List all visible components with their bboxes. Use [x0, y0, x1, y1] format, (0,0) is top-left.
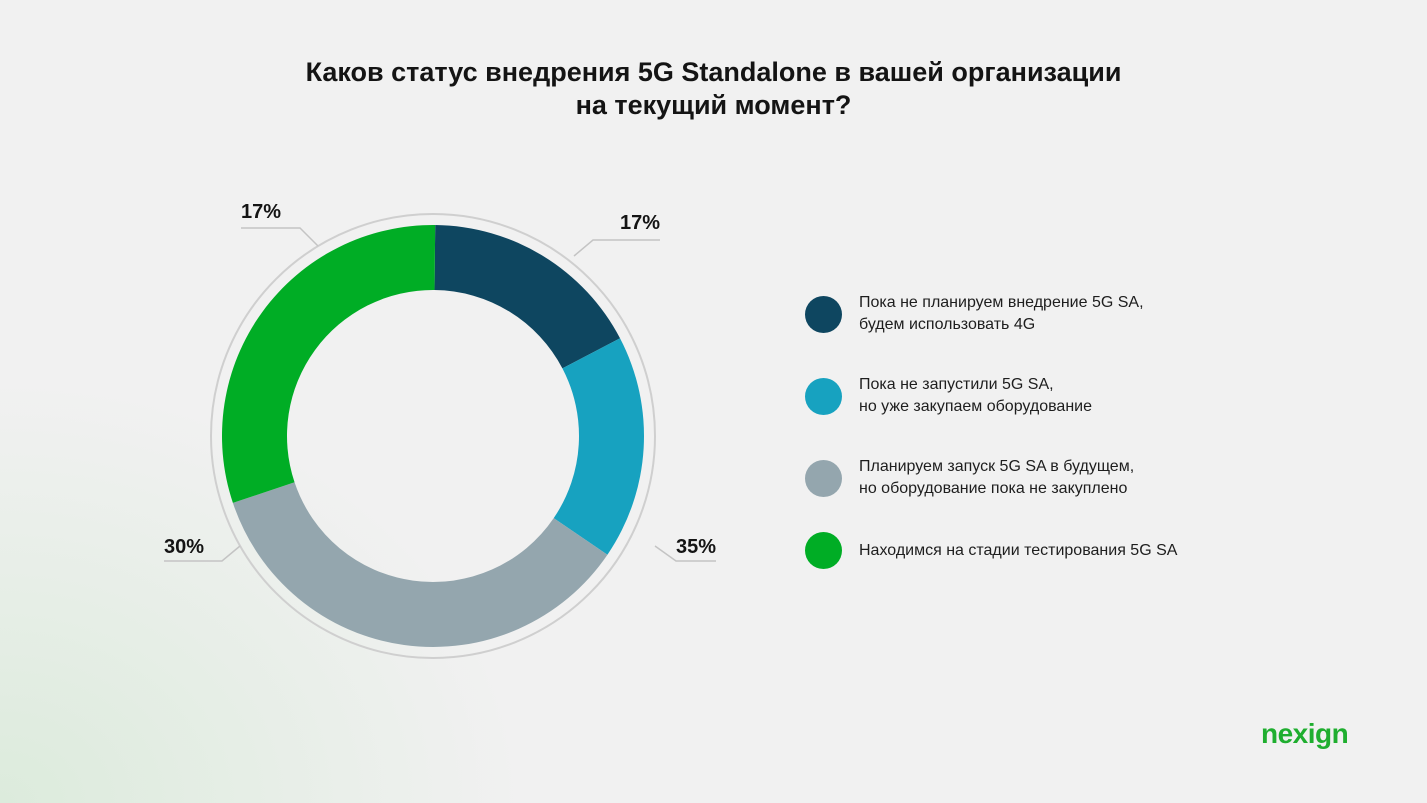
percent-label-buying-equipment: 17% [620, 212, 660, 234]
legend-label-line-2: но уже закупаем оборудование [859, 398, 1092, 415]
donut-slice-planning-future [232, 482, 608, 648]
legend-swatch-testing [805, 532, 842, 569]
leader-line-planning-future [654, 545, 716, 562]
legend-label-line-2: но оборудование пока не закуплено [859, 480, 1128, 497]
legend-label-line-1: Пока не планируем внедрение 5G SA, [859, 294, 1144, 311]
donut-slice-not-planning [434, 225, 621, 369]
donut-slices [222, 225, 644, 648]
legend-label-buying-equipment: Пока не запустили 5G SA, но уже закупаем… [859, 374, 1092, 418]
leader-line-not-planning [241, 227, 319, 247]
percent-label-testing: 30% [164, 536, 204, 558]
legend-swatch-buying-equipment [805, 377, 842, 415]
donut-slice-testing [222, 225, 436, 503]
legend-item-buying-equipment: Пока не запустили 5G SA, но уже закупаем… [805, 374, 1092, 418]
nexign-logo: nexign [1261, 718, 1349, 749]
legend-swatch-planning-future [805, 459, 842, 497]
legend-label-line-2: будем использовать 4G [859, 316, 1036, 333]
legend-label-planning-future: Планируем запуск 5G SA в будущем, но обо… [859, 456, 1134, 500]
legend-label-testing: Находимся на стадии тестирования 5G SA [859, 540, 1177, 562]
chart-title-line-2: на текущий момент? [575, 90, 852, 120]
percent-label-planning-future: 35% [676, 536, 716, 558]
percent-label-not-planning: 17% [241, 201, 281, 223]
legend-swatch-not-planning [805, 295, 842, 333]
legend-label-line-1: Находимся на стадии тестирования 5G SA [859, 541, 1178, 559]
legend-label-line-1: Планируем запуск 5G SA в будущем, [859, 458, 1135, 475]
leader-line-buying-equipment [573, 239, 660, 257]
chart-title-line-1: Каков статус внедрения 5G Standalone в в… [305, 57, 1122, 87]
legend-item-not-planning: Пока не планируем внедрение 5G SA, будем… [805, 292, 1144, 336]
donut-chart: 17% 17% 35% 30% [164, 201, 716, 659]
chart-title: Каков статус внедрения 5G Standalone в в… [0, 56, 1427, 122]
legend-item-planning-future: Планируем запуск 5G SA в будущем, но обо… [805, 456, 1134, 500]
chart-outer-ring [210, 213, 656, 659]
legend-label-not-planning: Пока не планируем внедрение 5G SA, будем… [859, 292, 1144, 336]
percentage-labels: 17% 17% 35% 30% [164, 201, 716, 558]
legend-item-testing: Находимся на стадии тестирования 5G SA [805, 532, 1177, 569]
donut-slice-buying-equipment [553, 338, 644, 555]
leader-line-testing [164, 545, 241, 562]
label-leader-lines [164, 227, 716, 562]
legend-label-line-1: Пока не запустили 5G SA, [859, 376, 1054, 393]
